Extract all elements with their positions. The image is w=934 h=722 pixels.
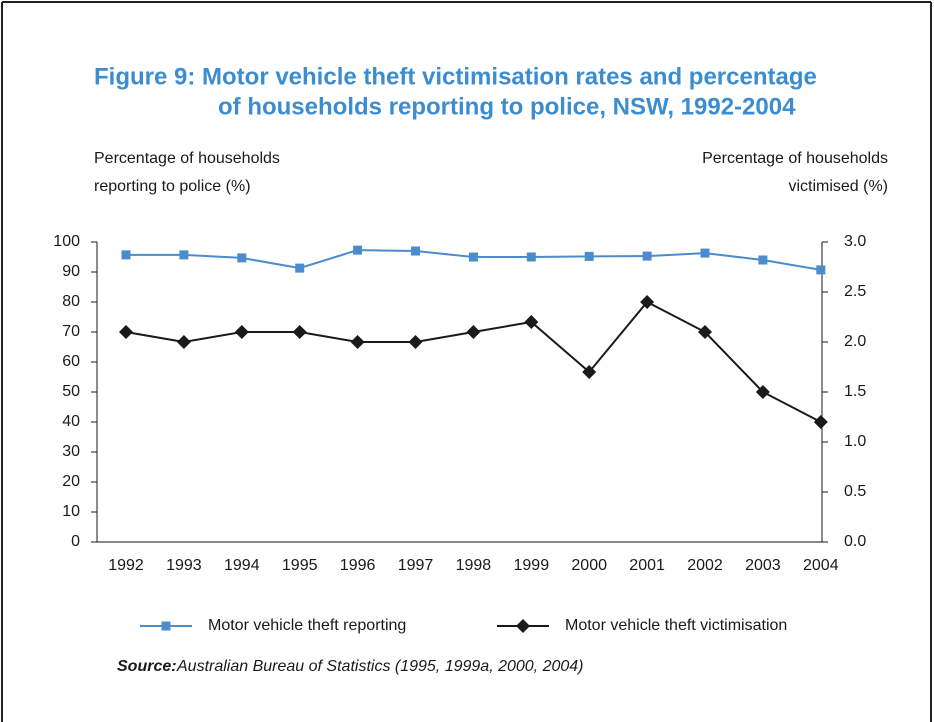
data-point	[119, 325, 133, 339]
y2-tick-label: 1.5	[844, 383, 866, 400]
y-tick-label: 60	[62, 353, 80, 370]
y-tick-label: 70	[62, 323, 80, 340]
data-point	[640, 295, 655, 309]
x-tick-label: 1997	[398, 557, 434, 574]
x-tick-label: 1992	[108, 557, 144, 574]
y-tick-label: 20	[62, 473, 80, 490]
data-point	[234, 325, 249, 339]
y2-axis-label: victimised (%)	[788, 178, 888, 195]
y-tick-label: 30	[62, 443, 80, 460]
y2-tick-label: 0.0	[844, 533, 866, 550]
data-point	[698, 325, 712, 339]
y-tick-label: 0	[71, 533, 80, 550]
x-tick-label: 1999	[514, 557, 550, 574]
data-point	[292, 325, 307, 339]
y2-tick-label: 3.0	[844, 233, 866, 250]
data-point	[408, 335, 423, 349]
data-point	[584, 251, 594, 261]
y2-tick-label: 2.5	[844, 283, 866, 300]
y2-tick-label: 1.0	[844, 433, 866, 450]
data-point	[468, 252, 478, 262]
legend-marker	[161, 621, 171, 631]
x-tick-label: 1995	[282, 557, 318, 574]
data-point	[524, 315, 539, 329]
data-point	[295, 263, 305, 273]
data-point	[642, 251, 652, 261]
data-point	[179, 250, 189, 260]
data-point	[466, 325, 481, 339]
data-point	[176, 335, 191, 349]
y-tick-label: 90	[62, 263, 80, 280]
data-point	[121, 250, 131, 260]
y-tick-label: 100	[53, 233, 80, 250]
data-point	[755, 385, 770, 399]
x-tick-label: 2000	[571, 557, 607, 574]
data-point	[350, 335, 365, 349]
y2-tick-label: 2.0	[844, 333, 866, 350]
legend-label: Motor vehicle theft victimisation	[565, 617, 787, 634]
x-tick-label: 2002	[687, 557, 723, 574]
data-point	[353, 245, 363, 255]
data-point	[526, 252, 536, 262]
series-line	[125, 300, 822, 423]
x-tick-label: 2004	[803, 557, 839, 574]
y-tick-label: 80	[62, 293, 80, 310]
x-tick-label: 1996	[340, 557, 376, 574]
y-tick-label: 40	[62, 413, 80, 430]
x-tick-label: 2001	[629, 557, 665, 574]
data-point	[700, 248, 710, 258]
y2-tick-label: 0.5	[844, 483, 866, 500]
data-point	[813, 415, 828, 429]
y-tick-label: 50	[62, 383, 80, 400]
data-point	[411, 246, 420, 256]
y-axis-label: reporting to police (%)	[94, 178, 251, 195]
source-text: Australian Bureau of Statistics (1995, 1…	[176, 658, 583, 675]
x-tick-label: 2003	[745, 557, 781, 574]
data-point	[758, 255, 768, 265]
y2-axis-label: Percentage of households	[702, 150, 888, 167]
source-label: Source:	[117, 658, 177, 675]
chart-title: of households reporting to police, NSW, …	[218, 93, 796, 120]
data-point	[816, 265, 826, 275]
legend-marker	[516, 619, 530, 633]
data-point	[237, 253, 247, 263]
x-tick-label: 1998	[456, 557, 492, 574]
x-tick-label: 1993	[166, 557, 202, 574]
x-tick-label: 1994	[224, 557, 260, 574]
y-tick-label: 10	[62, 503, 80, 520]
y-axis-label: Percentage of households	[94, 150, 280, 167]
chart-title: Figure 9: Motor vehicle theft victimisat…	[94, 63, 817, 90]
data-point	[582, 365, 597, 379]
legend-label: Motor vehicle theft reporting	[208, 617, 406, 634]
